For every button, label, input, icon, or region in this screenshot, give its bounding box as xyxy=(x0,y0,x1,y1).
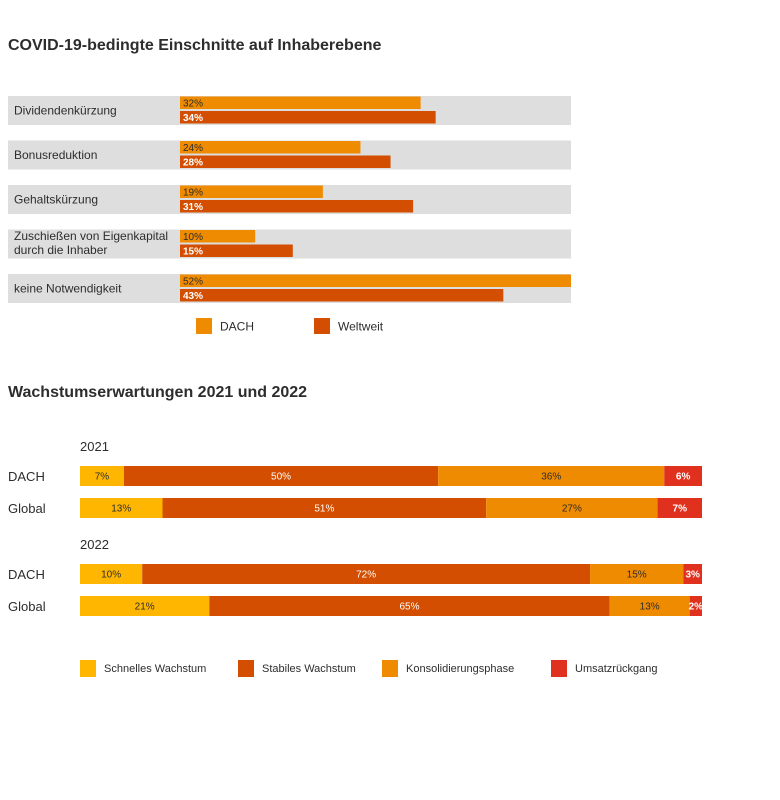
segment-bar xyxy=(664,466,702,486)
bar-value-label: 32% xyxy=(183,99,203,110)
bar-dach xyxy=(180,141,361,154)
legend-swatch xyxy=(80,660,96,677)
segment-bar xyxy=(80,564,143,584)
legend-label: Umsatzrückgang xyxy=(575,663,658,675)
segment-bar xyxy=(657,498,702,518)
segment-value-label: 27% xyxy=(562,504,582,515)
segment-bar xyxy=(438,466,665,486)
row-label: Global xyxy=(8,599,46,614)
segment-value-label: 3% xyxy=(685,570,700,581)
row-label: DACH xyxy=(8,567,45,582)
category-label: Bonusreduktion xyxy=(14,148,97,162)
row-label: Global xyxy=(8,501,46,516)
bar-value-label: 31% xyxy=(183,202,203,213)
segment-bar xyxy=(80,596,210,616)
chart1-title: COVID-19-bedingte Einschnitte auf Inhabe… xyxy=(8,37,382,54)
segment-value-label: 7% xyxy=(95,472,110,483)
bar-value-label: 52% xyxy=(183,277,203,288)
bar-value-label: 10% xyxy=(183,232,203,243)
segment-bar xyxy=(142,564,591,584)
segment-value-label: 13% xyxy=(640,602,660,613)
segment-value-label: 72% xyxy=(356,570,376,581)
segment-value-label: 65% xyxy=(399,602,419,613)
segment-value-label: 50% xyxy=(271,472,291,483)
chart2-title: Wachstumserwartungen 2021 und 2022 xyxy=(8,384,308,401)
segment-value-label: 13% xyxy=(111,504,131,515)
bar-dach xyxy=(180,230,256,243)
row-label: DACH xyxy=(8,469,45,484)
legend-swatch xyxy=(196,318,212,334)
bar-value-label: 24% xyxy=(183,143,203,154)
bar-dach xyxy=(180,274,571,287)
bar-value-label: 28% xyxy=(183,158,203,169)
bar-value-label: 15% xyxy=(183,247,203,258)
chart1-svg: Dividendenkürzung 32% 34% Bonusreduktion 24%… xyxy=(8,96,571,334)
bar-dach xyxy=(180,96,421,109)
category-label: Gehaltskürzung xyxy=(14,193,98,207)
segment-value-label: 21% xyxy=(135,602,155,613)
legend-label: Schnelles Wachstum xyxy=(104,663,206,675)
segment-value-label: 7% xyxy=(673,504,688,515)
legend-swatch xyxy=(551,660,567,677)
legend-label: Konsolidierungsphase xyxy=(406,663,514,675)
bar-value-label: 19% xyxy=(183,188,203,199)
segment-bar xyxy=(162,498,487,518)
legend-label: DACH xyxy=(220,320,254,334)
segment-value-label: 10% xyxy=(101,570,121,581)
segment-bar xyxy=(689,596,702,616)
legend-swatch xyxy=(238,660,254,677)
legend-swatch xyxy=(314,318,330,334)
segment-bar xyxy=(80,466,124,486)
segment-bar xyxy=(609,596,690,616)
segment-bar xyxy=(683,564,702,584)
category-label: keine Notwendigkeit xyxy=(14,282,122,296)
legend-swatch xyxy=(382,660,398,677)
segment-value-label: 15% xyxy=(627,570,647,581)
bar-weltweit xyxy=(180,111,436,124)
segment-bar xyxy=(209,596,610,616)
bar-weltweit xyxy=(180,244,293,257)
segment-value-label: 36% xyxy=(541,472,561,483)
legend-label: Weltweit xyxy=(338,320,384,334)
segment-value-label: 2% xyxy=(689,602,704,613)
legend-label: Stabiles Wachstum xyxy=(262,663,356,675)
segment-bar xyxy=(80,498,163,518)
year-label: 2022 xyxy=(80,537,109,552)
segment-bar xyxy=(486,498,658,518)
bar-value-label: 43% xyxy=(183,291,203,302)
segment-bar xyxy=(590,564,684,584)
bar-value-label: 34% xyxy=(183,113,203,124)
bar-weltweit xyxy=(180,200,414,213)
category-label: Dividendenkürzung xyxy=(14,104,117,118)
category-label: Zuschießen von Eigenkapital durch die Inh… xyxy=(14,229,168,257)
segment-value-label: 6% xyxy=(676,472,691,483)
segment-value-label: 51% xyxy=(314,504,334,515)
bar-weltweit xyxy=(180,289,504,302)
bar-weltweit xyxy=(180,155,391,168)
bar-dach xyxy=(180,185,323,198)
segment-bar xyxy=(123,466,439,486)
year-label: 2021 xyxy=(80,439,109,454)
